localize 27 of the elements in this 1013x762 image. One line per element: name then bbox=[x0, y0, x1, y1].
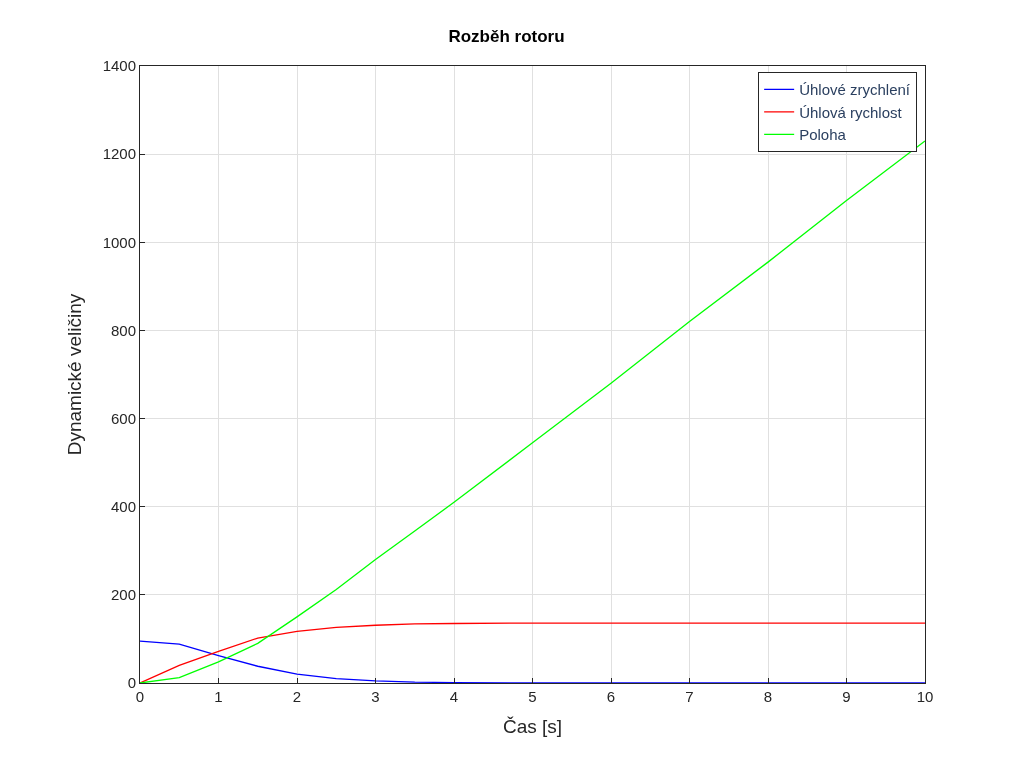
y-tick-label: 1200 bbox=[102, 145, 136, 163]
y-tick-label: 200 bbox=[110, 586, 136, 604]
line-series bbox=[140, 622, 925, 683]
y-tick-label: 800 bbox=[110, 321, 136, 339]
x-tick-label: 2 bbox=[292, 688, 302, 705]
x-tick-label: 3 bbox=[371, 688, 380, 705]
x-tick-label: 7 bbox=[685, 688, 694, 705]
x-tick-label: 5 bbox=[528, 688, 537, 705]
legend-label: Poloha bbox=[799, 126, 847, 144]
chart-title: Rozběh rotoru bbox=[448, 27, 565, 47]
x-tick-label: 10 bbox=[916, 688, 934, 705]
x-tick-label: 4 bbox=[449, 688, 459, 705]
y-tick-label: 0 bbox=[127, 674, 136, 692]
x-tick-label: 6 bbox=[606, 688, 616, 705]
x-tick-label: 9 bbox=[842, 688, 851, 705]
line-series bbox=[140, 140, 925, 683]
line-series bbox=[140, 640, 925, 683]
y-axis-title: Dynamické veličiny bbox=[64, 293, 86, 456]
y-tick-label: 1400 bbox=[102, 57, 136, 75]
legend-label: Úhlové zrychlení bbox=[799, 81, 911, 99]
legend-label: Úhlová rychlost bbox=[799, 103, 903, 121]
x-tick-label: 8 bbox=[763, 688, 773, 705]
x-tick-label: 1 bbox=[214, 688, 223, 705]
y-tick-label: 1000 bbox=[102, 233, 136, 251]
y-tick-label: 400 bbox=[110, 497, 136, 515]
y-tick-label: 600 bbox=[110, 409, 136, 427]
x-axis-title: Čas [s] bbox=[502, 715, 563, 737]
